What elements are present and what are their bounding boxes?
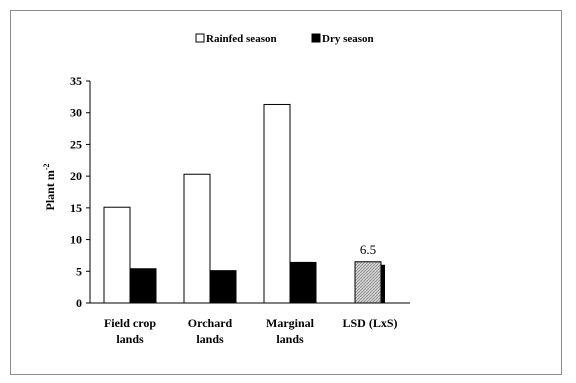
legend-label-rainfed: Rainfed season <box>206 33 277 45</box>
bar-rainfed <box>263 103 291 304</box>
x-category-label: Field crop <box>104 316 156 330</box>
x-category-label: Marginal <box>266 316 315 330</box>
bar-lsd-shadow <box>381 264 385 303</box>
bar-dry <box>289 261 317 304</box>
x-category-label: lands <box>276 332 304 346</box>
y-tick-label: 15 <box>70 201 82 215</box>
x-axis-labels: Field crop lands Orchard lands Marginal lands… <box>104 316 398 346</box>
legend: Rainfed season Dry season <box>195 33 374 45</box>
y-axis-label-superscript: -2 <box>42 163 51 170</box>
x-category-label: lands <box>196 332 224 346</box>
y-tick-label: 25 <box>70 137 82 151</box>
y-axis: 0 5 10 15 20 25 30 35 <box>70 74 90 310</box>
y-tick-label: 35 <box>70 74 82 88</box>
legend-swatch-rainfed <box>195 33 205 43</box>
x-category-label: LSD (LxS) <box>342 316 397 330</box>
y-tick-label: 0 <box>76 296 82 310</box>
bar-dry <box>209 270 237 304</box>
bars: 6.5 <box>103 103 385 304</box>
legend-label-dry: Dry season <box>322 33 374 45</box>
y-tick-label: 5 <box>76 264 82 278</box>
lsd-value-label: 6.5 <box>360 242 376 257</box>
x-category-label: lands <box>116 332 144 346</box>
y-axis-label-base: Plant m <box>43 170 57 210</box>
bar-rainfed <box>103 206 131 304</box>
y-tick-label: 30 <box>70 106 82 120</box>
y-axis-label: Plant m-2 <box>42 163 57 210</box>
legend-swatch-dry <box>311 33 321 43</box>
bar-rainfed <box>183 173 211 304</box>
bar-dry <box>129 268 157 304</box>
x-category-label: Orchard <box>188 316 233 330</box>
y-tick-label: 10 <box>70 233 82 247</box>
bar-lsd <box>354 261 382 304</box>
y-tick-label: 20 <box>70 169 82 183</box>
